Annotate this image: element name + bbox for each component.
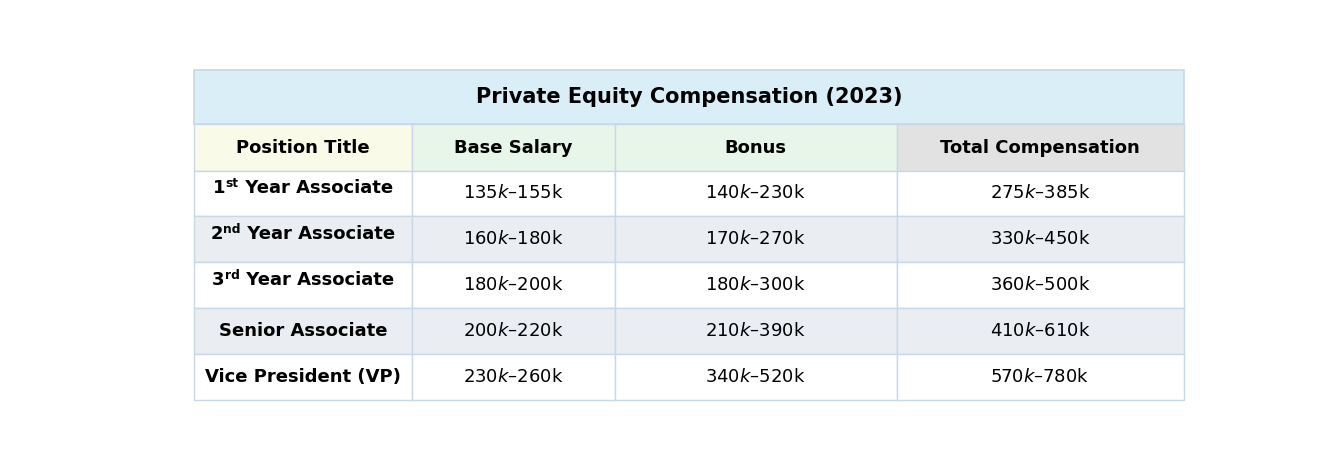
Text: 2: 2 bbox=[211, 225, 223, 243]
Text: $180k – $200k: $180k – $200k bbox=[462, 276, 563, 294]
Text: 1: 1 bbox=[214, 179, 226, 198]
Bar bbox=[896, 354, 1184, 399]
Bar bbox=[896, 125, 1184, 171]
Text: Year Associate: Year Associate bbox=[241, 225, 395, 243]
Text: $135k – $155k: $135k – $155k bbox=[462, 185, 563, 202]
Text: $340k – $520k: $340k – $520k bbox=[706, 368, 806, 385]
Text: $230k – $260k: $230k – $260k bbox=[462, 368, 563, 385]
Text: Position Title: Position Title bbox=[237, 139, 370, 157]
Bar bbox=[194, 125, 411, 171]
Bar bbox=[614, 262, 896, 308]
Bar bbox=[896, 308, 1184, 354]
Bar bbox=[896, 216, 1184, 262]
Bar bbox=[194, 171, 411, 216]
Bar bbox=[411, 354, 614, 399]
Text: $140k – $230k: $140k – $230k bbox=[706, 185, 806, 202]
Text: $170k – $270k: $170k – $270k bbox=[706, 230, 806, 248]
Text: $210k – $390k: $210k – $390k bbox=[706, 322, 806, 340]
Text: Private Equity Compensation (2023): Private Equity Compensation (2023) bbox=[476, 87, 902, 107]
Bar bbox=[194, 308, 411, 354]
Bar bbox=[411, 216, 614, 262]
Bar bbox=[194, 70, 1184, 125]
Bar bbox=[411, 262, 614, 308]
Text: Senior Associate: Senior Associate bbox=[219, 322, 387, 340]
Bar bbox=[411, 125, 614, 171]
Text: $275k – $385k: $275k – $385k bbox=[989, 185, 1090, 202]
Bar bbox=[194, 354, 411, 399]
Bar bbox=[411, 308, 614, 354]
Text: Total Compensation: Total Compensation bbox=[941, 139, 1140, 157]
Bar bbox=[614, 308, 896, 354]
Text: $410k – $610k: $410k – $610k bbox=[989, 322, 1090, 340]
Text: $330k – $450k: $330k – $450k bbox=[989, 230, 1090, 248]
Bar bbox=[896, 262, 1184, 308]
Text: st: st bbox=[226, 177, 239, 190]
Text: Year Associate: Year Associate bbox=[239, 179, 392, 198]
Bar bbox=[614, 171, 896, 216]
Text: Bonus: Bonus bbox=[724, 139, 786, 157]
Bar bbox=[411, 171, 614, 216]
Bar bbox=[194, 262, 411, 308]
Text: Vice President (VP): Vice President (VP) bbox=[204, 368, 401, 385]
Text: 3: 3 bbox=[212, 271, 224, 289]
Text: Base Salary: Base Salary bbox=[454, 139, 573, 157]
Text: rd: rd bbox=[224, 269, 239, 282]
Text: $570k – $780k: $570k – $780k bbox=[991, 368, 1090, 385]
Text: $200k – $220k: $200k – $220k bbox=[462, 322, 563, 340]
Bar bbox=[194, 216, 411, 262]
Text: $160k – $180k: $160k – $180k bbox=[462, 230, 563, 248]
Bar bbox=[614, 216, 896, 262]
Bar bbox=[614, 354, 896, 399]
Text: Year Associate: Year Associate bbox=[239, 271, 394, 289]
Text: nd: nd bbox=[223, 223, 241, 236]
Bar bbox=[896, 171, 1184, 216]
Text: $180k – $300k: $180k – $300k bbox=[706, 276, 806, 294]
Bar bbox=[614, 125, 896, 171]
Text: $360k – $500k: $360k – $500k bbox=[989, 276, 1090, 294]
